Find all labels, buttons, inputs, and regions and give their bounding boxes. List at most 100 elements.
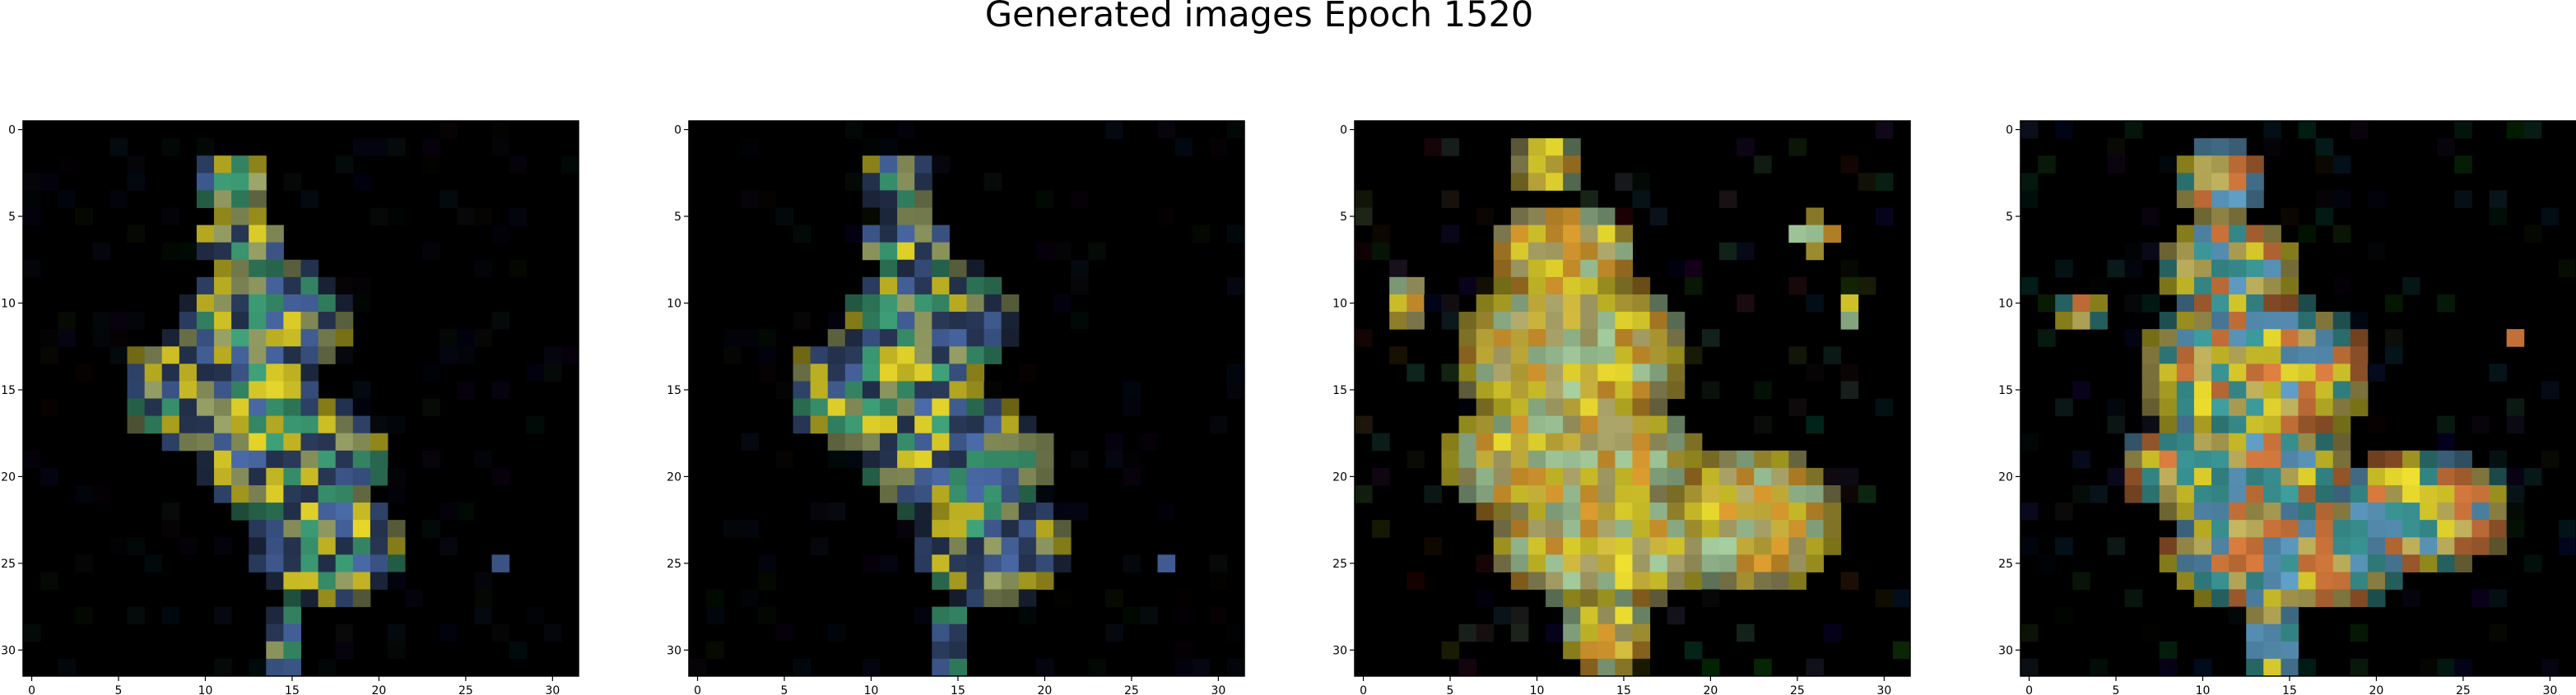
pixel (1580, 346, 1598, 364)
pixel (2020, 623, 2039, 642)
pixel (1174, 641, 1193, 660)
pixel (1615, 398, 1633, 417)
pixel (1563, 623, 1581, 642)
pixel (1527, 467, 1546, 486)
pixel (880, 138, 898, 156)
pixel (1806, 554, 1825, 572)
pixel (318, 294, 337, 313)
pixel (966, 415, 985, 434)
pixel (266, 503, 284, 521)
pixel (2246, 467, 2264, 486)
pixel (1001, 537, 1020, 555)
pixel (1510, 572, 1529, 591)
pixel (318, 450, 337, 469)
pixel (2176, 294, 2195, 313)
pixel (1140, 433, 1159, 452)
x-tick-label: 30 (1876, 684, 1891, 695)
pixel (914, 381, 932, 399)
pixel (2211, 572, 2230, 591)
pixel (1806, 294, 1825, 313)
pixel (932, 623, 950, 642)
pixel (862, 155, 881, 174)
pixel (2315, 589, 2334, 608)
pixel (966, 433, 985, 452)
pixel (880, 155, 898, 174)
pixel (1580, 312, 1598, 330)
pixel (2176, 173, 2195, 191)
pixel (1806, 364, 1825, 382)
pixel (58, 190, 76, 208)
pixel (1649, 450, 1668, 469)
x-tick-label: 25 (458, 684, 473, 695)
pixel (387, 415, 406, 434)
pixel (1458, 346, 1477, 364)
pixel (2471, 503, 2490, 521)
pixel (914, 173, 932, 191)
pixel (1718, 484, 1737, 503)
pixel (880, 276, 898, 295)
pixel (560, 155, 579, 174)
pixel (2124, 242, 2143, 261)
pixel (1563, 467, 1581, 486)
pixel (2437, 415, 2455, 434)
pixel (844, 450, 863, 469)
pixel (1580, 467, 1598, 486)
pixel (318, 658, 337, 677)
pixel (1615, 554, 1633, 572)
pixel (1510, 276, 1529, 295)
pixel (2193, 225, 2212, 243)
pixel (1632, 450, 1651, 469)
pixel (1597, 346, 1616, 364)
pixel (897, 398, 915, 417)
pixel (1823, 520, 1842, 538)
pixel (1806, 537, 1825, 555)
pixel (2176, 190, 2195, 208)
pixel (2454, 503, 2472, 521)
pixel (179, 398, 198, 417)
pixel (1806, 484, 1825, 503)
pixel (1754, 572, 1772, 591)
pixel (1510, 398, 1529, 417)
pixel (2489, 503, 2508, 521)
pixel (1088, 242, 1106, 261)
pixel (1840, 259, 1859, 278)
pixel (1737, 520, 1755, 538)
pixel (2332, 312, 2351, 330)
pixel (2281, 606, 2299, 625)
pixel (266, 381, 284, 399)
pixel (1718, 450, 1737, 469)
pixel (40, 329, 58, 347)
pixel (2263, 276, 2281, 295)
pixel (1174, 138, 1193, 156)
pixel (266, 312, 284, 330)
pixel (2229, 589, 2247, 608)
pixel (949, 381, 967, 399)
pixel (266, 259, 284, 278)
pixel (1649, 537, 1668, 555)
pixel (266, 329, 284, 347)
pixel (214, 294, 232, 313)
pixel (214, 207, 232, 226)
pixel (2384, 503, 2403, 521)
pixel (249, 259, 267, 278)
pixel (2124, 484, 2143, 503)
pixel (2263, 589, 2281, 608)
pixel (2298, 346, 2317, 364)
pixel (1632, 554, 1651, 572)
pixel (300, 346, 319, 364)
pixel (1001, 572, 1020, 591)
pixel (2454, 433, 2472, 452)
pixel (1071, 503, 1089, 521)
pixel (2281, 381, 2299, 399)
pixel (2367, 484, 2386, 503)
pixel (1001, 329, 1020, 347)
pixel (1053, 503, 1072, 521)
pixel (1840, 155, 1859, 174)
pixel (457, 329, 475, 347)
pixel (422, 155, 440, 174)
pixel (1546, 484, 1564, 503)
pixel (932, 572, 950, 591)
pixel (2211, 450, 2230, 469)
pixel (1632, 415, 1651, 434)
pixel (2211, 190, 2230, 208)
